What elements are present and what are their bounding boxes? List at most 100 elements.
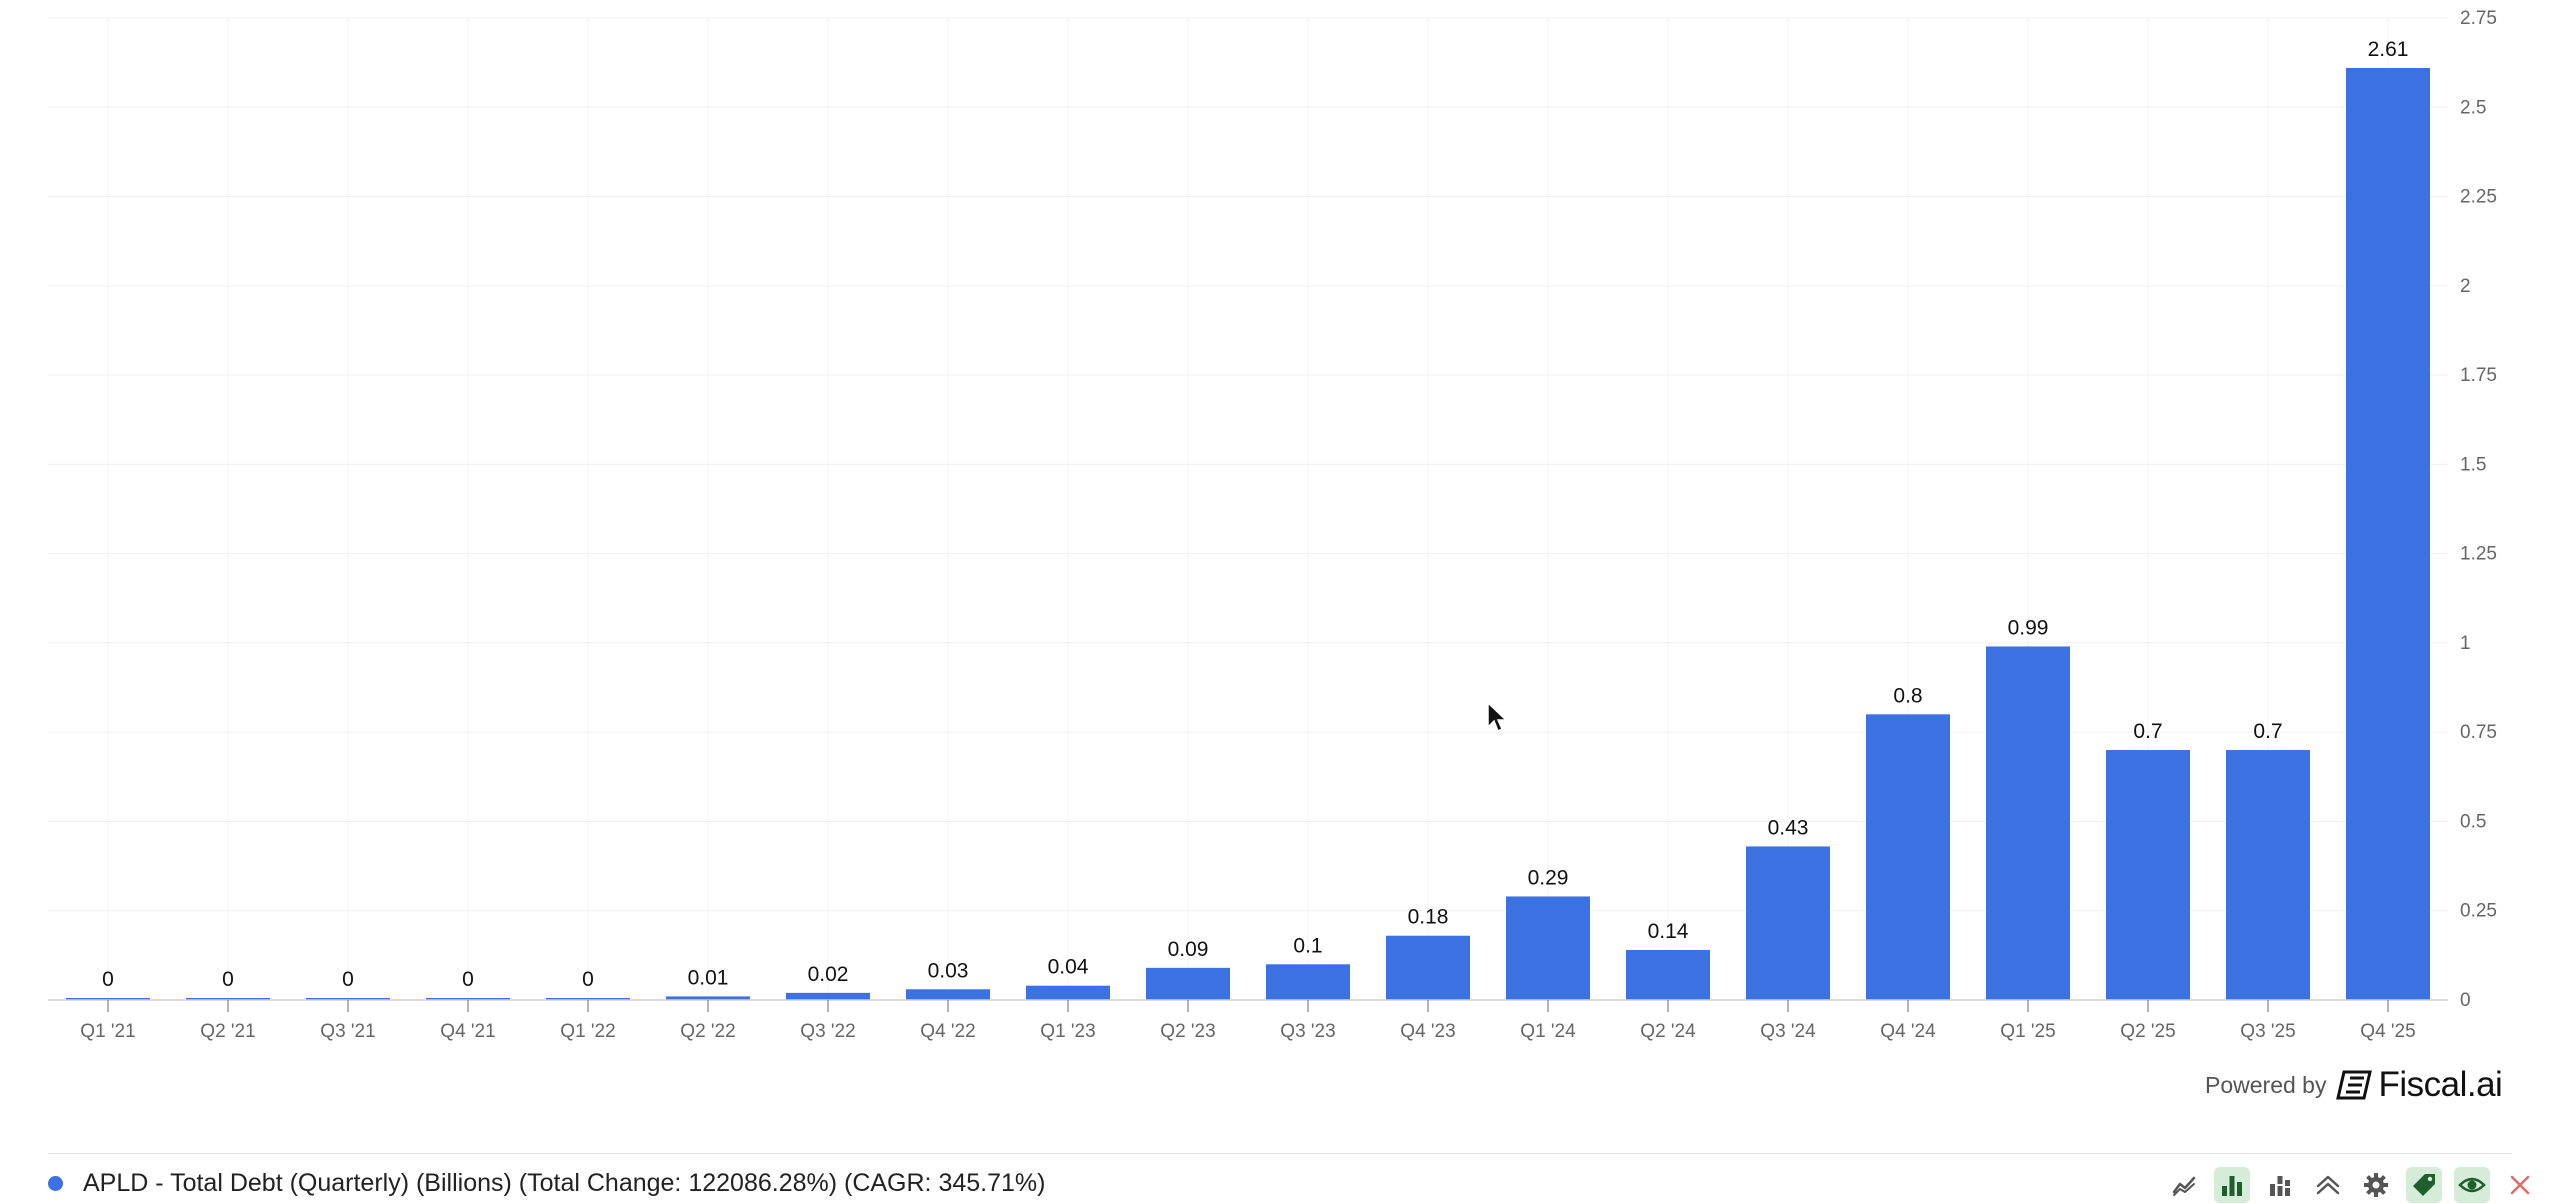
x-tick-label: Q3 '24: [1760, 1021, 1816, 1042]
bar[interactable]: [1626, 950, 1710, 1000]
y-tick-label: 2.25: [2460, 187, 2497, 208]
x-tick-label: Q4 '21: [440, 1021, 495, 1042]
bar[interactable]: [186, 998, 270, 1000]
bar-value-label: 0.14: [1648, 920, 1689, 943]
y-tick-label: 0: [2460, 990, 2471, 1011]
fiscal-logo-icon: [2336, 1070, 2373, 1100]
bar[interactable]: [1746, 846, 1830, 1000]
x-tick-label: Q4 '22: [920, 1021, 975, 1042]
tag-icon: [2413, 1174, 2435, 1196]
bar-value-label: 0: [102, 968, 114, 991]
x-tick-label: Q4 '23: [1400, 1021, 1455, 1042]
bar[interactable]: [2346, 67, 2430, 1000]
bar-series: 0 0 0 0 0 0.01 0.02 0.03 0.04 0.09 0.1 0.18 0.29 0.14…: [66, 38, 2430, 1000]
bar[interactable]: [66, 998, 150, 1000]
y-tick-label: 1.5: [2460, 454, 2486, 475]
bar-value-label: 0.8: [1893, 684, 1922, 707]
bar-value-label: 0: [342, 968, 354, 991]
x-axis: Q1 '21 Q2 '21 Q3 '21 Q4 '21 Q1 '22 Q2 '22 Q3 '…: [48, 999, 2448, 1042]
stacked-bar-icon: [2270, 1176, 2290, 1196]
bar-value-label: 0.18: [1408, 906, 1449, 929]
x-tick-label: Q3 '23: [1280, 1021, 1335, 1042]
bar[interactable]: [306, 998, 390, 1000]
x-tick-label: Q1 '21: [80, 1021, 135, 1042]
bar[interactable]: [1266, 964, 1350, 1000]
x-tick-label: Q3 '25: [2240, 1021, 2295, 1042]
trend-chevron-icon: [2316, 1175, 2340, 1195]
bar[interactable]: [1386, 935, 1470, 1000]
legend-color-dot: [48, 1175, 63, 1191]
bar[interactable]: [786, 992, 870, 1000]
bar-value-label: 2.61: [2368, 38, 2409, 61]
bar[interactable]: [426, 998, 510, 1000]
x-tick-label: Q4 '25: [2360, 1021, 2415, 1042]
x-tick-label: Q2 '22: [680, 1021, 735, 1042]
x-tick-label: Q3 '21: [320, 1021, 375, 1042]
y-tick-label: 0.5: [2460, 811, 2486, 832]
x-tick-label: Q1 '24: [1520, 1021, 1576, 1042]
visibility-button[interactable]: [2454, 1167, 2490, 1203]
legend-divider: [48, 1153, 2512, 1154]
bar-value-label: 0.03: [928, 959, 969, 982]
x-tick-label: Q2 '25: [2120, 1021, 2175, 1042]
bar[interactable]: [906, 989, 990, 1000]
y-tick-label: 2.75: [2460, 8, 2497, 29]
bar-value-label: 0: [462, 968, 474, 991]
remove-series-button[interactable]: [2502, 1167, 2538, 1203]
y-axis: 0 0.25 0.5 0.75 1 1.25 1.5 1.75 2 2.25 2.5 2.75: [2460, 8, 2497, 1011]
y-tick-label: 2: [2460, 276, 2471, 297]
powered-by-branding[interactable]: Powered by Fiscal.ai: [2205, 1065, 2503, 1104]
x-tick-label: Q1 '22: [560, 1021, 615, 1042]
bar-value-label: 0.09: [1168, 938, 1209, 961]
bar-value-label: 0.02: [808, 963, 849, 986]
bar[interactable]: [1866, 714, 1950, 1000]
bar[interactable]: [1986, 646, 2070, 1000]
line-chart-button[interactable]: [2166, 1167, 2202, 1203]
bar-value-label: 0: [582, 968, 594, 991]
settings-button[interactable]: [2358, 1167, 2394, 1203]
x-tick-label: Q1 '25: [2000, 1021, 2055, 1042]
x-tick-label: Q2 '21: [200, 1021, 255, 1042]
brand-logo: Fiscal.ai: [2336, 1065, 2503, 1105]
bar[interactable]: [1506, 896, 1590, 1000]
bar-value-label: 0.04: [1048, 956, 1089, 979]
y-tick-label: 1.75: [2460, 365, 2497, 386]
chart-legend[interactable]: APLD - Total Debt (Quarterly) (Billions)…: [48, 1167, 1045, 1199]
bar[interactable]: [2106, 750, 2190, 1000]
bar-value-label: 0.29: [1528, 866, 1569, 889]
x-tick-label: Q2 '24: [1640, 1021, 1696, 1042]
tag-button[interactable]: [2406, 1167, 2442, 1203]
brand-name: Fiscal.ai: [2378, 1065, 2503, 1104]
bar-value-label: 0.43: [1768, 816, 1809, 839]
bar-value-label: 0.7: [2133, 720, 2162, 743]
bar-value-label: 0: [222, 968, 234, 991]
x-tick-label: Q1 '23: [1040, 1021, 1095, 1042]
stacked-bar-button[interactable]: [2262, 1167, 2298, 1203]
close-icon: [2510, 1175, 2530, 1195]
y-tick-label: 0.25: [2460, 901, 2497, 922]
bar-chart-button[interactable]: [2214, 1167, 2250, 1203]
x-tick-label: Q4 '24: [1880, 1021, 1936, 1042]
bar-value-label: 0.1: [1293, 934, 1322, 957]
bar-chart-icon: [2222, 1176, 2242, 1196]
y-tick-label: 0.75: [2460, 722, 2497, 743]
bar[interactable]: [1026, 985, 1110, 1000]
x-tick-label: Q2 '23: [1160, 1021, 1215, 1042]
bar-value-label: 0.01: [688, 966, 729, 989]
mouse-pointer-icon: [1487, 701, 1508, 733]
bar-value-label: 0.99: [2008, 616, 2049, 639]
y-tick-label: 2.5: [2460, 97, 2486, 118]
bar-value-label: 0.7: [2253, 720, 2282, 743]
x-tick-label: Q3 '22: [800, 1021, 855, 1042]
chart-grid: [48, 17, 2448, 1001]
legend-series-label: APLD - Total Debt (Quarterly) (Billions)…: [83, 1168, 1046, 1197]
bar[interactable]: [666, 996, 750, 1000]
eye-icon: [2458, 1177, 2486, 1193]
gear-icon: [2364, 1173, 2388, 1197]
bar[interactable]: [1146, 967, 1230, 1000]
bar[interactable]: [2226, 750, 2310, 1000]
y-tick-label: 1.25: [2460, 544, 2497, 565]
bar[interactable]: [546, 998, 630, 1000]
trend-button[interactable]: [2310, 1167, 2346, 1203]
